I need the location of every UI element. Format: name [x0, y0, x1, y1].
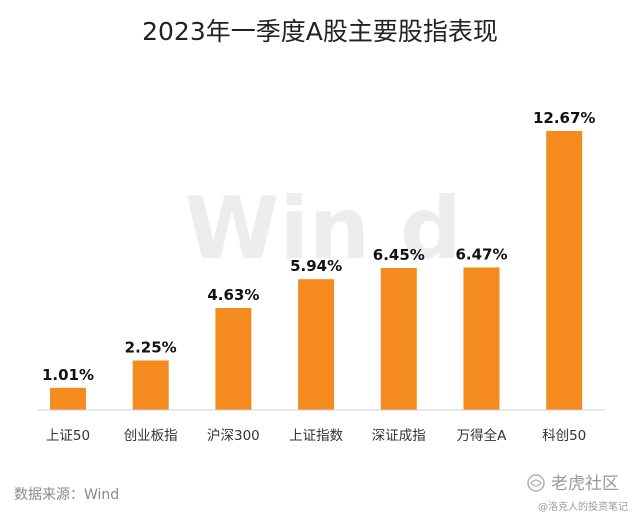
chart-title: 2023年一季度A股主要股指表现: [142, 17, 498, 46]
bar-6: [546, 131, 583, 410]
category-label-5: 万得全A: [457, 427, 507, 444]
bars-group: [50, 131, 583, 410]
category-label-3: 上证指数: [289, 428, 343, 444]
category-label-4: 深证成指: [372, 428, 426, 444]
category-label-1: 创业板指: [124, 428, 178, 444]
bar-value-label-0: 1.01%: [42, 366, 94, 384]
tiger-logo-icon: [527, 474, 545, 492]
author-handle: @洛克人的投资笔记: [538, 500, 628, 513]
category-label-0: 上证50: [46, 428, 90, 444]
bar-value-label-1: 2.25%: [125, 339, 177, 357]
bar-2: [215, 308, 252, 410]
bar-5: [463, 267, 500, 410]
bar-4: [380, 268, 417, 410]
brand-name: 老虎社区: [551, 474, 619, 494]
bar-value-label-5: 6.47%: [455, 246, 507, 264]
labels-group: 1.01% 上证50 2.25% 创业板指 4.63% 沪深300 5.94% 上证指数 6.4…: [42, 109, 595, 444]
bar-value-label-2: 4.63%: [207, 286, 259, 304]
wind-watermark: Win d: [184, 179, 461, 279]
source-note: 数据来源：Wind: [14, 487, 119, 503]
bar-0: [50, 387, 86, 410]
bar-value-label-3: 5.94%: [290, 257, 342, 275]
category-label-2: 沪深300: [207, 428, 260, 444]
bar-value-label-6: 12.67%: [533, 109, 595, 127]
bar-1: [132, 360, 169, 410]
bar-3: [298, 279, 335, 410]
category-label-6: 科创50: [542, 428, 586, 444]
bar-value-label-4: 6.45%: [373, 246, 425, 264]
